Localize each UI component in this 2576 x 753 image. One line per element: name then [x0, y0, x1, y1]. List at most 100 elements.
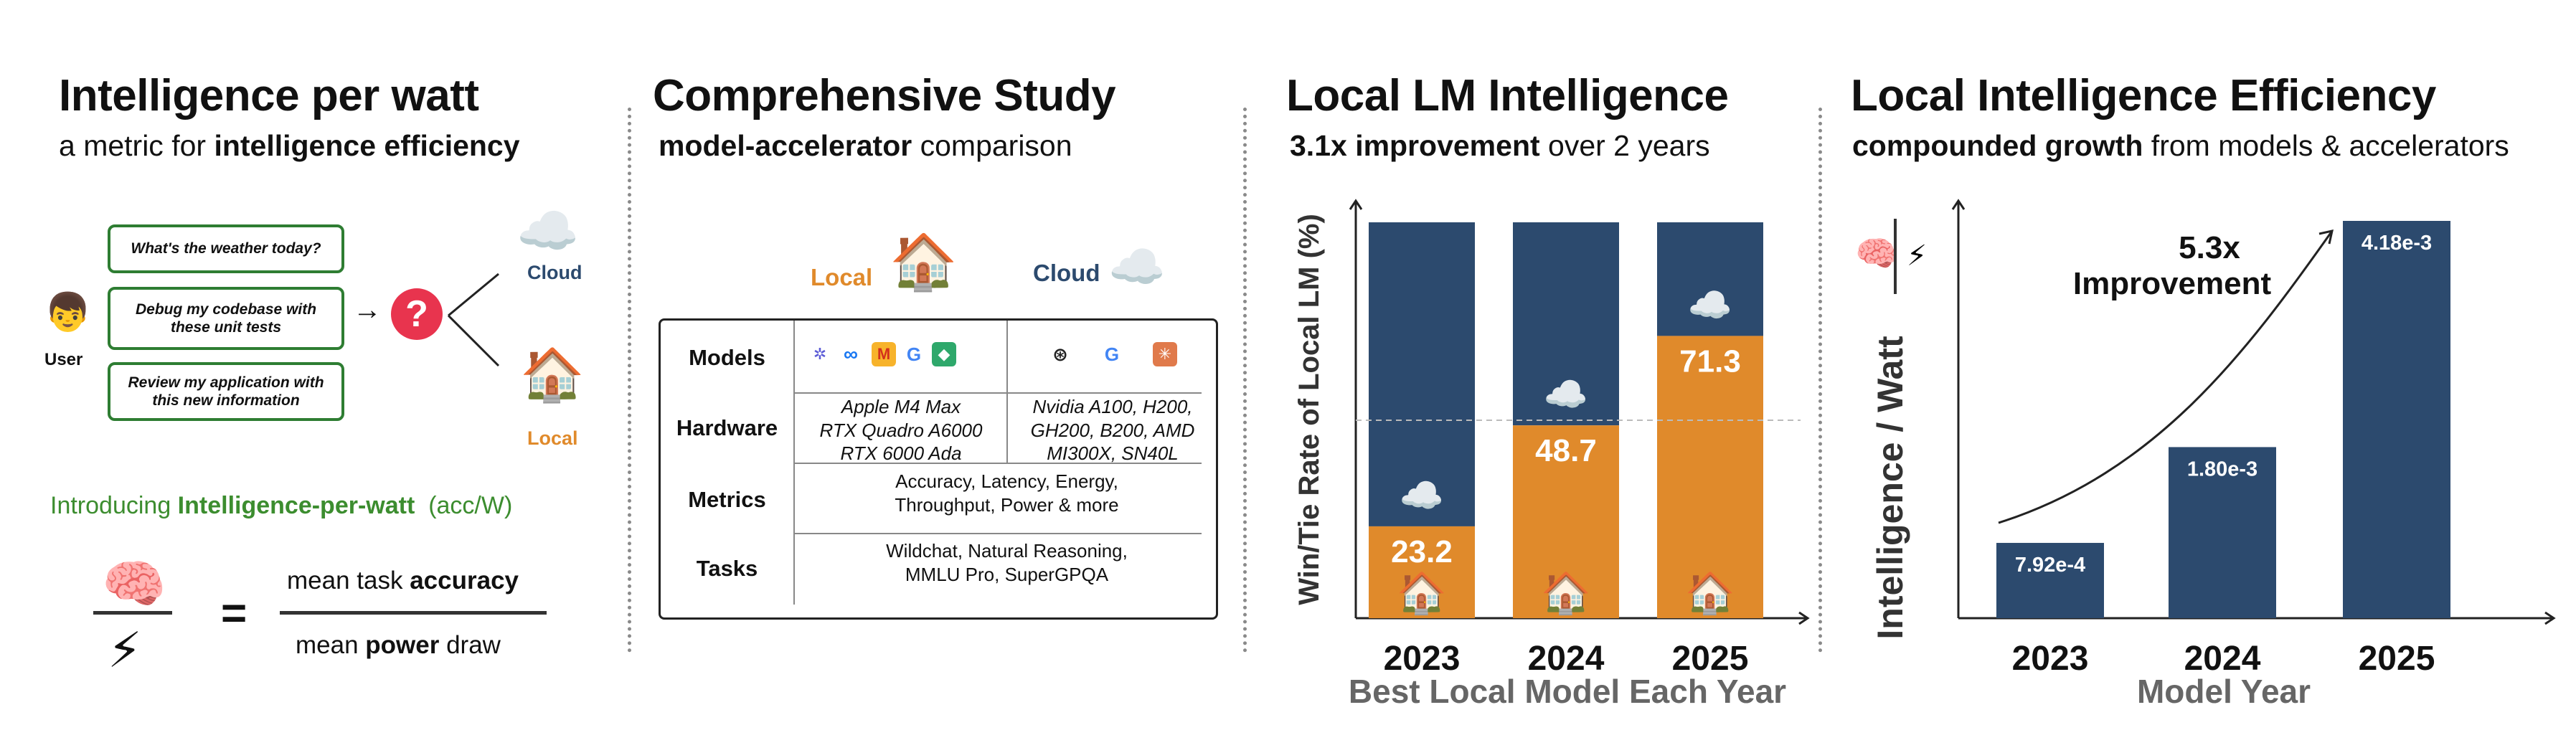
- query-box: Debug my codebase with these unit tests: [108, 287, 344, 350]
- cloud-icon: ☁️: [1108, 241, 1166, 293]
- y-axis-arrowhead: [1951, 199, 1966, 210]
- denominator: mean power draw: [296, 631, 501, 660]
- brain-icon: 🧠: [102, 556, 166, 613]
- google-logo-icon: G: [906, 344, 922, 365]
- x-tick-label: 2024: [2184, 640, 2261, 678]
- efficiency-bar: [2169, 447, 2276, 618]
- x-tick-label: 2025: [2359, 640, 2435, 678]
- panel1-subtitle: a metric for intelligence efficiency: [59, 129, 520, 163]
- y-axis-title: Intelligence / Watt: [1870, 336, 1910, 640]
- denominator-bold: power: [365, 631, 440, 659]
- numerator: mean task accuracy: [287, 567, 519, 595]
- row-label-hardware: Hardware: [676, 415, 778, 440]
- route-down-arrow: [447, 314, 500, 367]
- user-emoji-icon: 👦: [44, 292, 91, 333]
- efficiency-bar: [1996, 543, 2104, 618]
- google-logo-icon: G: [1104, 344, 1120, 365]
- efficiency-bar: [2343, 221, 2450, 618]
- house-icon: 🏠: [1685, 570, 1735, 616]
- chart2-subtitle: compounded growth from models & accelera…: [1852, 129, 2509, 163]
- question-mark-icon: ?: [391, 288, 443, 340]
- meta-logo-icon: ∞: [844, 343, 858, 365]
- hardware-cloud: Nvidia A100, H200, GH200, B200, AMD MI30…: [1030, 396, 1195, 464]
- routing-arrows: [447, 273, 500, 367]
- local-bar: [1369, 526, 1475, 618]
- divider-2: [1243, 108, 1247, 653]
- x-axis-title: Best Local Model Each Year: [1349, 673, 1786, 710]
- panel2-subtitle-bold: model-accelerator: [659, 129, 912, 162]
- chart2-subtitle-bold: compounded growth: [1852, 129, 2143, 162]
- table-divider: [793, 321, 795, 605]
- chart1-subtitle: 3.1x improvement over 2 years: [1290, 129, 1710, 163]
- panel1-subtitle-plain: a metric for: [59, 129, 214, 162]
- table-divider: [793, 463, 1202, 464]
- anthropic-logo-icon: ✳: [1153, 342, 1177, 366]
- local-label: Local: [527, 427, 578, 449]
- divider-1: [628, 108, 631, 653]
- x-tick-label: 2024: [1528, 640, 1605, 678]
- cloud-bar: [1657, 222, 1763, 336]
- chart2-subtitle-plain: from models & accelerators: [2143, 129, 2509, 162]
- brain-icon: 🧠: [1855, 235, 1898, 273]
- right-arrow-icon: →: [353, 294, 382, 326]
- panel2-title: Comprehensive Study: [653, 71, 1116, 120]
- fraction-bar-right: [280, 611, 547, 615]
- chart2-title: Local Intelligence Efficiency: [1851, 71, 2436, 120]
- hardware-local: Apple M4 Max RTX Quadro A6000 RTX 6000 A…: [819, 396, 983, 464]
- panel2-subtitle: model-accelerator comparison: [659, 129, 1072, 163]
- x-tick-label: 2025: [1672, 640, 1749, 678]
- query-box: What's the weather today?: [108, 224, 344, 273]
- data-label: 4.18e-3: [2362, 232, 2432, 255]
- cloud-icon: ☁️: [1544, 374, 1588, 415]
- query-box: Review my application with this new info…: [108, 362, 344, 421]
- growth-arrowhead: [2318, 229, 2334, 245]
- house-icon: 🏠: [520, 346, 585, 404]
- house-icon: 🏠: [1397, 570, 1447, 616]
- numerator-bold: accuracy: [410, 567, 519, 595]
- y-axis-arrowhead: [1349, 199, 1363, 210]
- ipw-intro: Introducing Intelligence-per-watt (acc/W…: [50, 492, 512, 520]
- growth-curve: [1998, 230, 2334, 524]
- cloud-icon: ☁️: [1688, 285, 1732, 325]
- data-label: 48.7: [1535, 433, 1597, 468]
- panel1-title: Intelligence per watt: [59, 71, 479, 120]
- local-bar: [1657, 336, 1763, 618]
- data-label: 23.2: [1391, 534, 1453, 569]
- chart1-subtitle-plain: over 2 years: [1539, 129, 1710, 162]
- improvement-annotation: Improvement: [2073, 266, 2272, 301]
- x-tick-label: 2023: [1384, 640, 1461, 678]
- cloud-icon: ☁️: [516, 203, 580, 259]
- data-label: 1.80e-3: [2187, 458, 2257, 480]
- cloud-bar: [1369, 222, 1475, 526]
- mistral-logo-icon: M: [872, 342, 896, 366]
- x-axis-title: Model Year: [2137, 673, 2311, 710]
- openai-logo-icon: ⊛: [1052, 344, 1068, 365]
- denominator-plain: mean: [296, 631, 366, 659]
- table-divider: [793, 392, 1202, 394]
- local-bar: [1513, 425, 1619, 618]
- metrics-value: Accuracy, Latency, Energy, Throughput, P…: [895, 470, 1119, 516]
- user-label: User: [44, 350, 83, 369]
- ipw-intro-plain: Introducing: [50, 492, 178, 519]
- row-label-tasks: Tasks: [696, 556, 758, 581]
- x-tick-label: 2023: [2012, 640, 2089, 678]
- ipw-intro-unit: (acc/W): [428, 492, 513, 519]
- ibm-logo-icon: ◆: [932, 342, 956, 366]
- x-axis-arrowhead: [1798, 611, 1810, 625]
- data-label: 7.92e-4: [2015, 554, 2085, 577]
- local-header: Local: [811, 264, 873, 290]
- tasks-value: Wildchat, Natural Reasoning, MMLU Pro, S…: [886, 540, 1128, 585]
- panel1-subtitle-bold: intelligence efficiency: [214, 129, 520, 162]
- denominator-plain-2: draw: [439, 631, 501, 659]
- chart1-subtitle-bold: 3.1x improvement: [1290, 129, 1540, 162]
- row-label-metrics: Metrics: [688, 487, 766, 512]
- ipw-intro-bold: Intelligence-per-watt: [177, 492, 415, 519]
- improvement-annotation: 5.3x: [2179, 230, 2240, 265]
- fraction-bar-left: [93, 611, 172, 615]
- house-icon: 🏠: [1541, 570, 1591, 616]
- route-up-arrow: [448, 273, 499, 317]
- cloud-header: Cloud: [1033, 260, 1100, 286]
- table-divider: [1006, 321, 1008, 463]
- lightning-icon: ⚡: [108, 623, 142, 678]
